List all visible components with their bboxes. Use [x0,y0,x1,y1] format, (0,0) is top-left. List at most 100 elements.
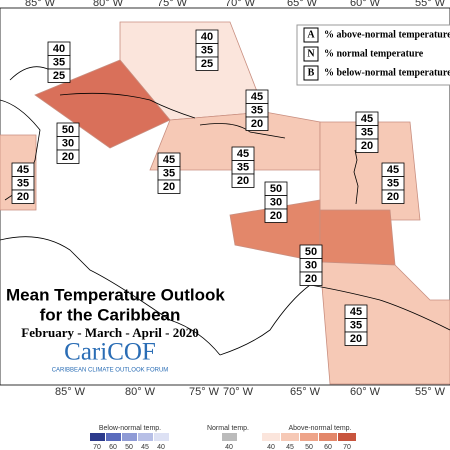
colorbar-tick: 70 [93,444,101,450]
forecast-cell [47,68,71,83]
forecast-value: 20 [387,191,399,203]
top-axis-label: 85° W [25,0,56,9]
forecast-value: 50 [270,183,282,195]
colorbar-swatch [122,433,137,441]
top-axis-label: 80° W [93,0,124,9]
bottom-axis-label: 70° W [223,386,254,398]
top-axis-label: 65° W [287,0,318,9]
forecast-value: 25 [201,58,213,70]
colorbar-tick: 40 [225,444,233,450]
legend-key-box [303,46,319,62]
forecast-cell [381,189,405,204]
forecast-cell [195,56,219,71]
colorbar-swatch [262,433,280,441]
forecast-value: 45 [17,164,29,176]
bottom-axis-label: 85° W [55,386,86,398]
colorbar-swatch [138,433,153,441]
forecast-value: 35 [387,177,399,189]
legend-text: % above-normal temperature [324,29,450,40]
bottom-axis-label: 65° W [290,386,321,398]
forecast-cell [231,173,255,188]
forecast-value: 35 [163,167,175,179]
forecast-value: 50 [62,124,74,136]
forecast-cell [299,271,323,286]
colorbar-swatch [300,433,318,441]
colorbar-swatch [90,433,105,441]
forecast-value: 45 [251,91,263,103]
colorbar-tick: 60 [324,444,332,450]
forecast-value: 20 [17,191,29,203]
forecast-value: 35 [350,319,362,331]
forecast-value: 35 [17,177,29,189]
colorbar-tick: 45 [141,444,149,450]
title-line2: for the Caribbean [40,305,181,324]
legend-key-box [303,65,319,81]
forecast-value: 20 [163,181,175,193]
forecast-value: 20 [305,273,317,285]
colorbar-label: Below-normal temp. [99,425,161,432]
forecast-cell [157,179,181,194]
colorbar-swatch [281,433,299,441]
legend-key: A [307,29,315,40]
forecast-value: 20 [62,151,74,163]
forecast-value: 35 [237,161,249,173]
bottom-axis-label: 60° W [350,386,381,398]
legend-text: % normal temperature [324,48,424,59]
colorbar-tick: 50 [305,444,313,450]
top-axis-label: 55° W [415,0,446,9]
forecast-value: 45 [387,164,399,176]
top-axis-label: 70° W [225,0,256,9]
logo-subtitle: CARIBBEAN CLIMATE OUTLOOK FORUM [52,368,169,374]
colorbar-swatch [106,433,121,441]
colorbar: Below-normal temp. Normal temp. Above-norm… [90,425,356,450]
forecast-value: 35 [53,56,65,68]
forecast-value: 30 [270,196,282,208]
legend-key-box [303,27,319,43]
colorbar-swatch [154,433,169,441]
colorbar-tick: 60 [109,444,117,450]
title-period: February - March - April - 2020 [21,325,198,340]
forecast-value: 20 [237,175,249,187]
colorbar-tick: 45 [286,444,294,450]
forecast-value: 20 [270,210,282,222]
forecast-cell [344,331,368,346]
colorbar-tick: 40 [157,444,165,450]
colorbar-swatch [338,433,356,441]
forecast-value: 20 [361,140,373,152]
forecast-value: 20 [350,333,362,345]
forecast-value: 45 [163,154,175,166]
forecast-value: 35 [361,126,373,138]
colorbar-tick: 50 [125,444,133,450]
forecast-cell [264,208,288,223]
forecast-value: 40 [53,43,65,55]
bottom-axis-label: 75° W [189,386,220,398]
legend-text: % below-normal temperature [324,67,450,78]
bottom-axis-label: 80° W [125,386,156,398]
colorbar-label: Normal temp. [207,425,249,432]
forecast-cell [355,138,379,153]
forecast-cell [245,116,269,131]
legend-key: N [307,48,315,59]
top-axis-label: 75° W [157,0,188,9]
logo: CariCOF [64,339,156,366]
forecast-value: 35 [251,104,263,116]
forecast-value: 30 [62,137,74,149]
top-axis-label: 60° W [350,0,381,9]
forecast-value: 35 [201,44,213,56]
forecast-cell [11,189,35,204]
forecast-value: 45 [361,113,373,125]
forecast-cell [56,149,80,164]
colorbar-tick: 40 [267,444,275,450]
colorbar-label: Above-normal temp. [288,425,351,432]
forecast-value: 45 [350,306,362,318]
forecast-value: 40 [201,31,213,43]
forecast-value: 25 [53,70,65,82]
bottom-axis-label: 55° W [415,386,446,398]
forecast-value: 50 [305,246,317,258]
forecast-value: 30 [305,259,317,271]
title-line1: Mean Temperature Outlook [6,285,225,304]
forecast-value: 20 [251,118,263,130]
forecast-value: 45 [237,148,249,160]
colorbar-swatch [319,433,337,441]
